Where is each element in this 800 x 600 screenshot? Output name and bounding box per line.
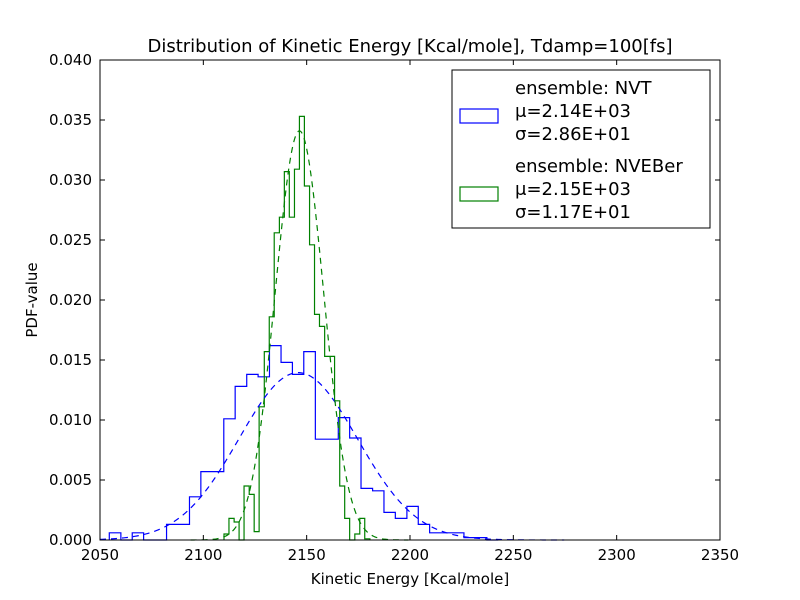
y-tick-label: 0.005 [49, 471, 92, 489]
fit-curve-series-2 [190, 130, 409, 541]
y-tick-label: 0.030 [49, 171, 92, 189]
x-tick-label: 2300 [598, 546, 636, 564]
legend-text-series-1: ensemble: NVT [515, 78, 653, 99]
legend-text-series-2: μ=2.15E+03 [515, 179, 631, 200]
fit-curve-series-1 [99, 372, 565, 541]
legend-text-series-1: σ=2.86E+01 [515, 124, 631, 145]
y-tick-label: 0.020 [49, 291, 92, 309]
histogram-series-1 [108, 345, 499, 541]
x-tick-label: 2100 [184, 546, 222, 564]
legend-swatch-series-1 [459, 108, 499, 124]
legend-swatch-series-2 [459, 186, 499, 202]
ticks: 2050 2100 2150 2200 2250 2300 2350 0.000 0.005 0.… [49, 51, 739, 564]
chart-title: Distribution of Kinetic Energy [Kcal/mol… [147, 36, 672, 57]
histogram-series-2 [223, 115, 371, 541]
y-tick-label: 0.000 [49, 531, 92, 549]
fit-curves [99, 130, 565, 541]
x-axis-label: Kinetic Energy [Kcal/mole] [311, 570, 509, 588]
legend-text-series-2: σ=1.17E+01 [515, 202, 631, 223]
histograms [108, 115, 499, 541]
y-tick-label: 0.010 [49, 411, 92, 429]
legend-text-series-2: ensemble: NVEBer [515, 156, 683, 177]
x-tick-label: 2150 [288, 546, 326, 564]
y-axis-label: PDF-value [23, 262, 41, 337]
y-tick-label: 0.035 [49, 111, 92, 129]
y-tick-label: 0.025 [49, 231, 92, 249]
legend-text-series-1: μ=2.14E+03 [515, 101, 631, 122]
x-tick-label: 2350 [701, 546, 739, 564]
legend-box [451, 69, 711, 229]
x-tick-label: 2250 [494, 546, 532, 564]
x-tick-label: 2200 [391, 546, 429, 564]
y-tick-label: 0.040 [49, 51, 92, 69]
y-tick-label: 0.015 [49, 351, 92, 369]
x-tick-label: 2050 [81, 546, 119, 564]
